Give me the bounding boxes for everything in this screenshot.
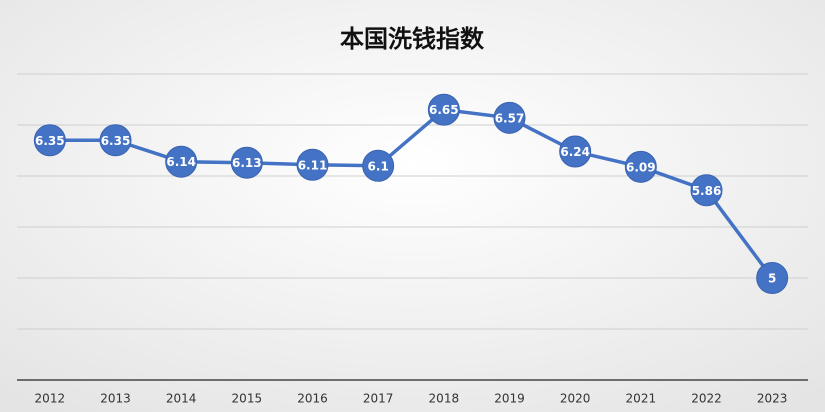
data-label: 5 — [768, 272, 776, 286]
point — [230, 146, 263, 179]
x-tick-label: 2023 — [757, 392, 788, 406]
point — [99, 124, 132, 157]
point — [362, 149, 395, 182]
x-tick-label: 2017 — [363, 392, 394, 406]
point — [559, 135, 592, 168]
x-tick-label: 2013 — [100, 392, 131, 406]
x-tick-label: 2012 — [35, 392, 66, 406]
point — [296, 148, 329, 181]
data-label: 6.35 — [101, 134, 131, 148]
x-tick-label: 2019 — [494, 392, 525, 406]
data-label: 6.1 — [368, 159, 389, 173]
data-label: 6.57 — [495, 111, 525, 125]
x-tick-label: 2014 — [166, 392, 197, 406]
x-tick-label: 2015 — [232, 392, 263, 406]
data-label: 6.65 — [429, 103, 459, 117]
point — [493, 101, 526, 134]
x-tick-label: 2020 — [560, 392, 591, 406]
data-label: 6.24 — [560, 145, 590, 159]
x-tick-label: 2018 — [429, 392, 460, 406]
point — [624, 150, 657, 183]
data-label: 5.86 — [692, 184, 722, 198]
x-tick-label: 2016 — [297, 392, 328, 406]
x-tick-label: 2021 — [626, 392, 657, 406]
data-label: 6.13 — [232, 156, 262, 170]
point — [690, 174, 723, 207]
x-tick-label: 2022 — [691, 392, 722, 406]
point — [33, 124, 66, 157]
point — [756, 262, 789, 294]
data-label: 6.35 — [35, 134, 65, 148]
chart-title: 本国洗钱指数 — [340, 25, 485, 53]
point — [165, 145, 198, 178]
data-label: 6.11 — [298, 158, 328, 172]
data-label: 6.09 — [626, 160, 656, 174]
data-label: 6.14 — [166, 155, 196, 169]
point — [427, 93, 460, 126]
